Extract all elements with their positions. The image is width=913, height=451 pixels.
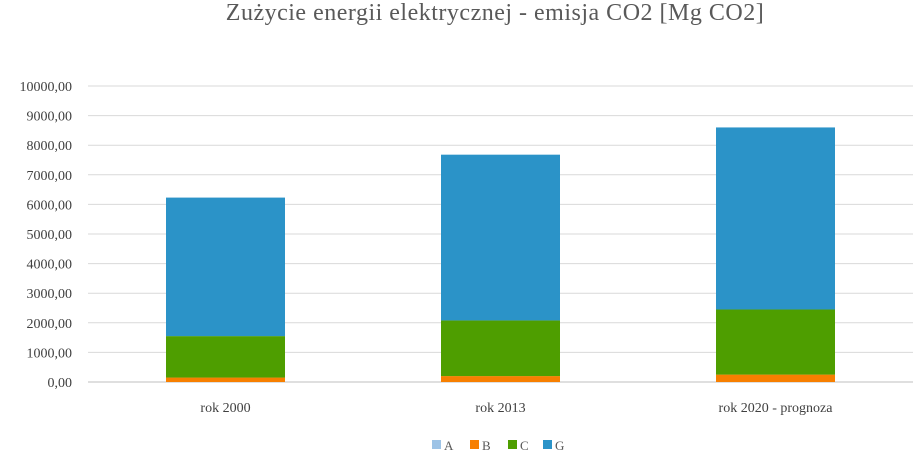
legend-label-a: A xyxy=(444,438,454,451)
legend-swatch-a xyxy=(432,440,441,449)
y-tick-label: 7000,00 xyxy=(27,169,73,184)
y-tick-label: 8000,00 xyxy=(27,139,73,154)
legend-swatch-g xyxy=(543,440,552,449)
y-tick-label: 2000,00 xyxy=(27,317,73,332)
bar-segment-c xyxy=(716,309,835,375)
bars xyxy=(166,127,835,382)
bar-segment-c xyxy=(166,336,285,378)
x-axis: rok 2000 rok 2013 rok 2020 - prognoza xyxy=(200,401,833,416)
y-tick-label: 9000,00 xyxy=(27,110,73,125)
y-tick-label: 6000,00 xyxy=(27,198,73,213)
y-tick-label: 0,00 xyxy=(48,376,73,391)
bar-segment-g xyxy=(166,197,285,337)
legend-swatch-c xyxy=(508,440,517,449)
x-category-label: rok 2020 - prognoza xyxy=(719,401,834,416)
bar-segment-b xyxy=(716,374,835,382)
legend-label-b: B xyxy=(482,438,491,451)
bar-segment-b xyxy=(441,376,560,382)
y-tick-label: 10000,00 xyxy=(20,80,73,95)
bar-segment-g xyxy=(716,127,835,310)
y-axis: 0,00 1000,00 2000,00 3000,00 4000,00 5000,00 6… xyxy=(20,80,73,391)
bar-segment-c xyxy=(441,320,560,377)
bar-segment-b xyxy=(166,377,285,382)
legend-swatch-b xyxy=(470,440,479,449)
y-tick-label: 5000,00 xyxy=(27,228,73,243)
legend-label-g: G xyxy=(555,438,564,451)
y-tick-label: 3000,00 xyxy=(27,287,73,302)
x-category-label: rok 2013 xyxy=(475,401,525,416)
y-tick-label: 1000,00 xyxy=(27,346,73,361)
chart-title: Zużycie energii elektrycznej - emisja CO… xyxy=(225,0,765,26)
legend-label-c: C xyxy=(520,438,529,451)
bar-segment-g xyxy=(441,154,560,321)
y-tick-label: 4000,00 xyxy=(27,258,73,273)
x-category-label: rok 2000 xyxy=(200,401,250,416)
